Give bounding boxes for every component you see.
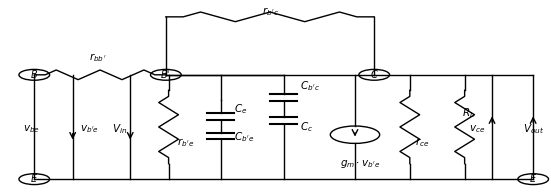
Text: B: B: [31, 70, 37, 80]
Text: E: E: [31, 174, 37, 184]
Text: $v_{be}$: $v_{be}$: [23, 123, 40, 135]
Text: $r_{ce}$: $r_{ce}$: [415, 136, 430, 149]
Text: $v_{ce}$: $v_{ce}$: [469, 123, 485, 135]
Text: $C_{b^\prime c}$: $C_{b^\prime c}$: [300, 80, 320, 93]
Text: $C_e$: $C_e$: [234, 103, 248, 116]
Text: E: E: [530, 174, 536, 184]
Text: C: C: [371, 70, 377, 80]
Text: $g_m \cdot v_{b^\prime e}$: $g_m \cdot v_{b^\prime e}$: [341, 158, 381, 170]
Text: $v_{b^\prime e}$: $v_{b^\prime e}$: [79, 123, 99, 135]
Text: B': B': [161, 70, 171, 80]
Text: $C_c$: $C_c$: [300, 120, 314, 134]
Text: $V_{out}$: $V_{out}$: [523, 122, 544, 136]
Text: $r_{b^\prime e}$: $r_{b^\prime e}$: [177, 136, 194, 149]
Text: $C_{b^\prime e}$: $C_{b^\prime e}$: [234, 130, 255, 143]
Text: $V_{in}$: $V_{in}$: [112, 122, 127, 136]
Text: $r_{b^\prime c}$: $r_{b^\prime c}$: [262, 6, 278, 18]
Text: $R_L$: $R_L$: [462, 107, 475, 120]
Text: $r_{bb^\prime}$: $r_{bb^\prime}$: [89, 51, 106, 64]
